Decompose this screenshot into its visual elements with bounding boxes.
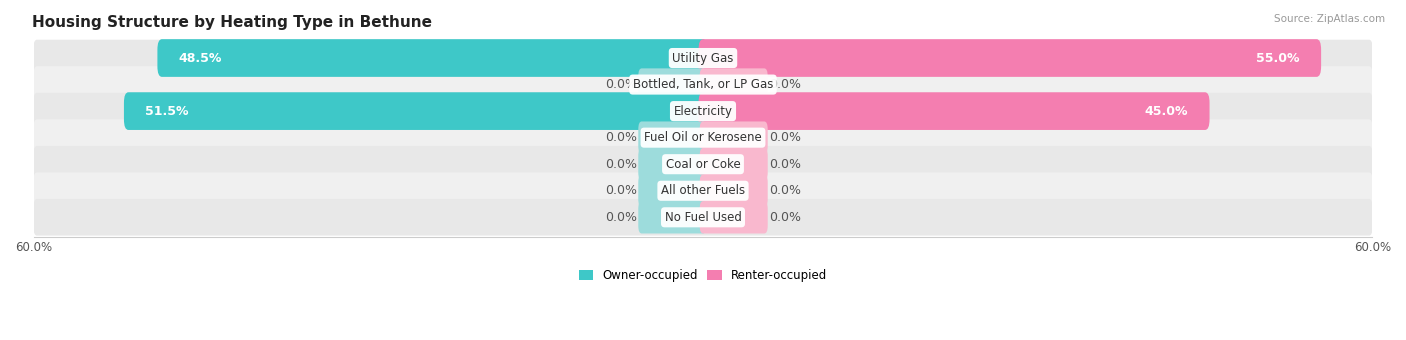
FancyBboxPatch shape (34, 66, 1372, 103)
FancyBboxPatch shape (700, 201, 768, 234)
FancyBboxPatch shape (34, 93, 1372, 130)
Text: Electricity: Electricity (673, 105, 733, 118)
Legend: Owner-occupied, Renter-occupied: Owner-occupied, Renter-occupied (574, 265, 832, 287)
Text: Fuel Oil or Kerosene: Fuel Oil or Kerosene (644, 131, 762, 144)
Text: Coal or Coke: Coal or Coke (665, 158, 741, 171)
FancyBboxPatch shape (700, 68, 768, 101)
FancyBboxPatch shape (34, 199, 1372, 236)
Text: No Fuel Used: No Fuel Used (665, 211, 741, 224)
Text: 0.0%: 0.0% (769, 158, 801, 171)
FancyBboxPatch shape (157, 39, 707, 77)
FancyBboxPatch shape (34, 172, 1372, 209)
FancyBboxPatch shape (699, 39, 1322, 77)
FancyBboxPatch shape (700, 121, 768, 154)
Text: 48.5%: 48.5% (179, 52, 222, 65)
FancyBboxPatch shape (638, 174, 706, 207)
FancyBboxPatch shape (700, 174, 768, 207)
Text: Utility Gas: Utility Gas (672, 52, 734, 65)
FancyBboxPatch shape (34, 119, 1372, 156)
Text: 45.0%: 45.0% (1144, 105, 1188, 118)
FancyBboxPatch shape (638, 121, 706, 154)
Text: 0.0%: 0.0% (769, 78, 801, 91)
FancyBboxPatch shape (34, 146, 1372, 183)
Text: 0.0%: 0.0% (605, 211, 637, 224)
FancyBboxPatch shape (700, 148, 768, 181)
Text: All other Fuels: All other Fuels (661, 184, 745, 197)
Text: 55.0%: 55.0% (1257, 52, 1301, 65)
Text: 0.0%: 0.0% (605, 184, 637, 197)
FancyBboxPatch shape (638, 201, 706, 234)
FancyBboxPatch shape (638, 148, 706, 181)
Text: Source: ZipAtlas.com: Source: ZipAtlas.com (1274, 14, 1385, 23)
Text: 51.5%: 51.5% (145, 105, 188, 118)
FancyBboxPatch shape (699, 92, 1209, 130)
FancyBboxPatch shape (638, 68, 706, 101)
FancyBboxPatch shape (124, 92, 707, 130)
Text: 0.0%: 0.0% (605, 78, 637, 91)
Text: 0.0%: 0.0% (769, 131, 801, 144)
Text: 0.0%: 0.0% (605, 158, 637, 171)
FancyBboxPatch shape (34, 40, 1372, 76)
Text: 0.0%: 0.0% (605, 131, 637, 144)
Text: Housing Structure by Heating Type in Bethune: Housing Structure by Heating Type in Bet… (32, 15, 432, 30)
Text: 0.0%: 0.0% (769, 184, 801, 197)
Text: Bottled, Tank, or LP Gas: Bottled, Tank, or LP Gas (633, 78, 773, 91)
Text: 0.0%: 0.0% (769, 211, 801, 224)
